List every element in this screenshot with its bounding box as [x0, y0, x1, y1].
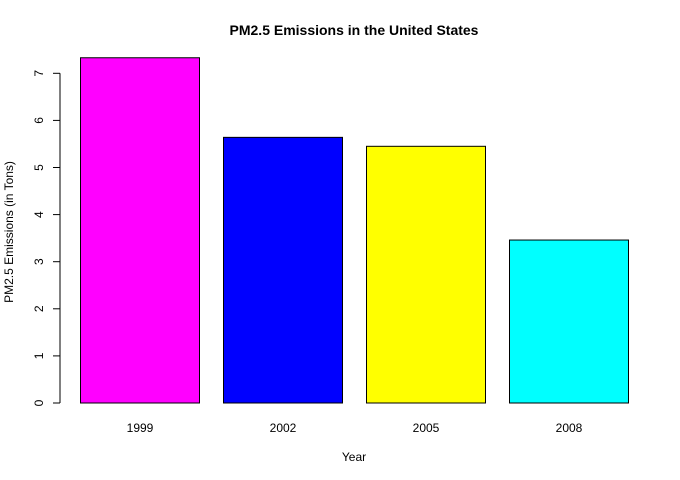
bars-group [80, 57, 629, 404]
x-tick-label: 2002 [270, 421, 297, 435]
y-tick-label: 3 [32, 258, 46, 265]
y-tick-label: 1 [32, 352, 46, 359]
bar-2005 [366, 145, 486, 404]
bar-2008 [509, 239, 629, 404]
y-axis-label: PM2.5 Emissions (in Tons) [2, 161, 16, 303]
y-tick-label: 6 [32, 117, 46, 124]
x-tick-label: 1999 [127, 421, 154, 435]
y-tick-label: 4 [32, 211, 46, 218]
y-tick-label: 7 [32, 70, 46, 77]
x-tick-label: 2005 [413, 421, 440, 435]
bar-1999 [80, 57, 200, 404]
y-tick-label: 2 [32, 305, 46, 312]
y-tick-label: 0 [32, 399, 46, 406]
x-tick-label: 2008 [556, 421, 583, 435]
bar-2002 [223, 136, 343, 404]
y-tick-label: 5 [32, 164, 46, 171]
chart-title: PM2.5 Emissions in the United States [230, 22, 479, 38]
x-axis-label: Year [342, 450, 366, 464]
x-axis-tick-labels: 1999 2002 2005 2008 [127, 421, 583, 435]
y-axis: 0 1 2 3 4 5 6 7 [32, 70, 61, 406]
